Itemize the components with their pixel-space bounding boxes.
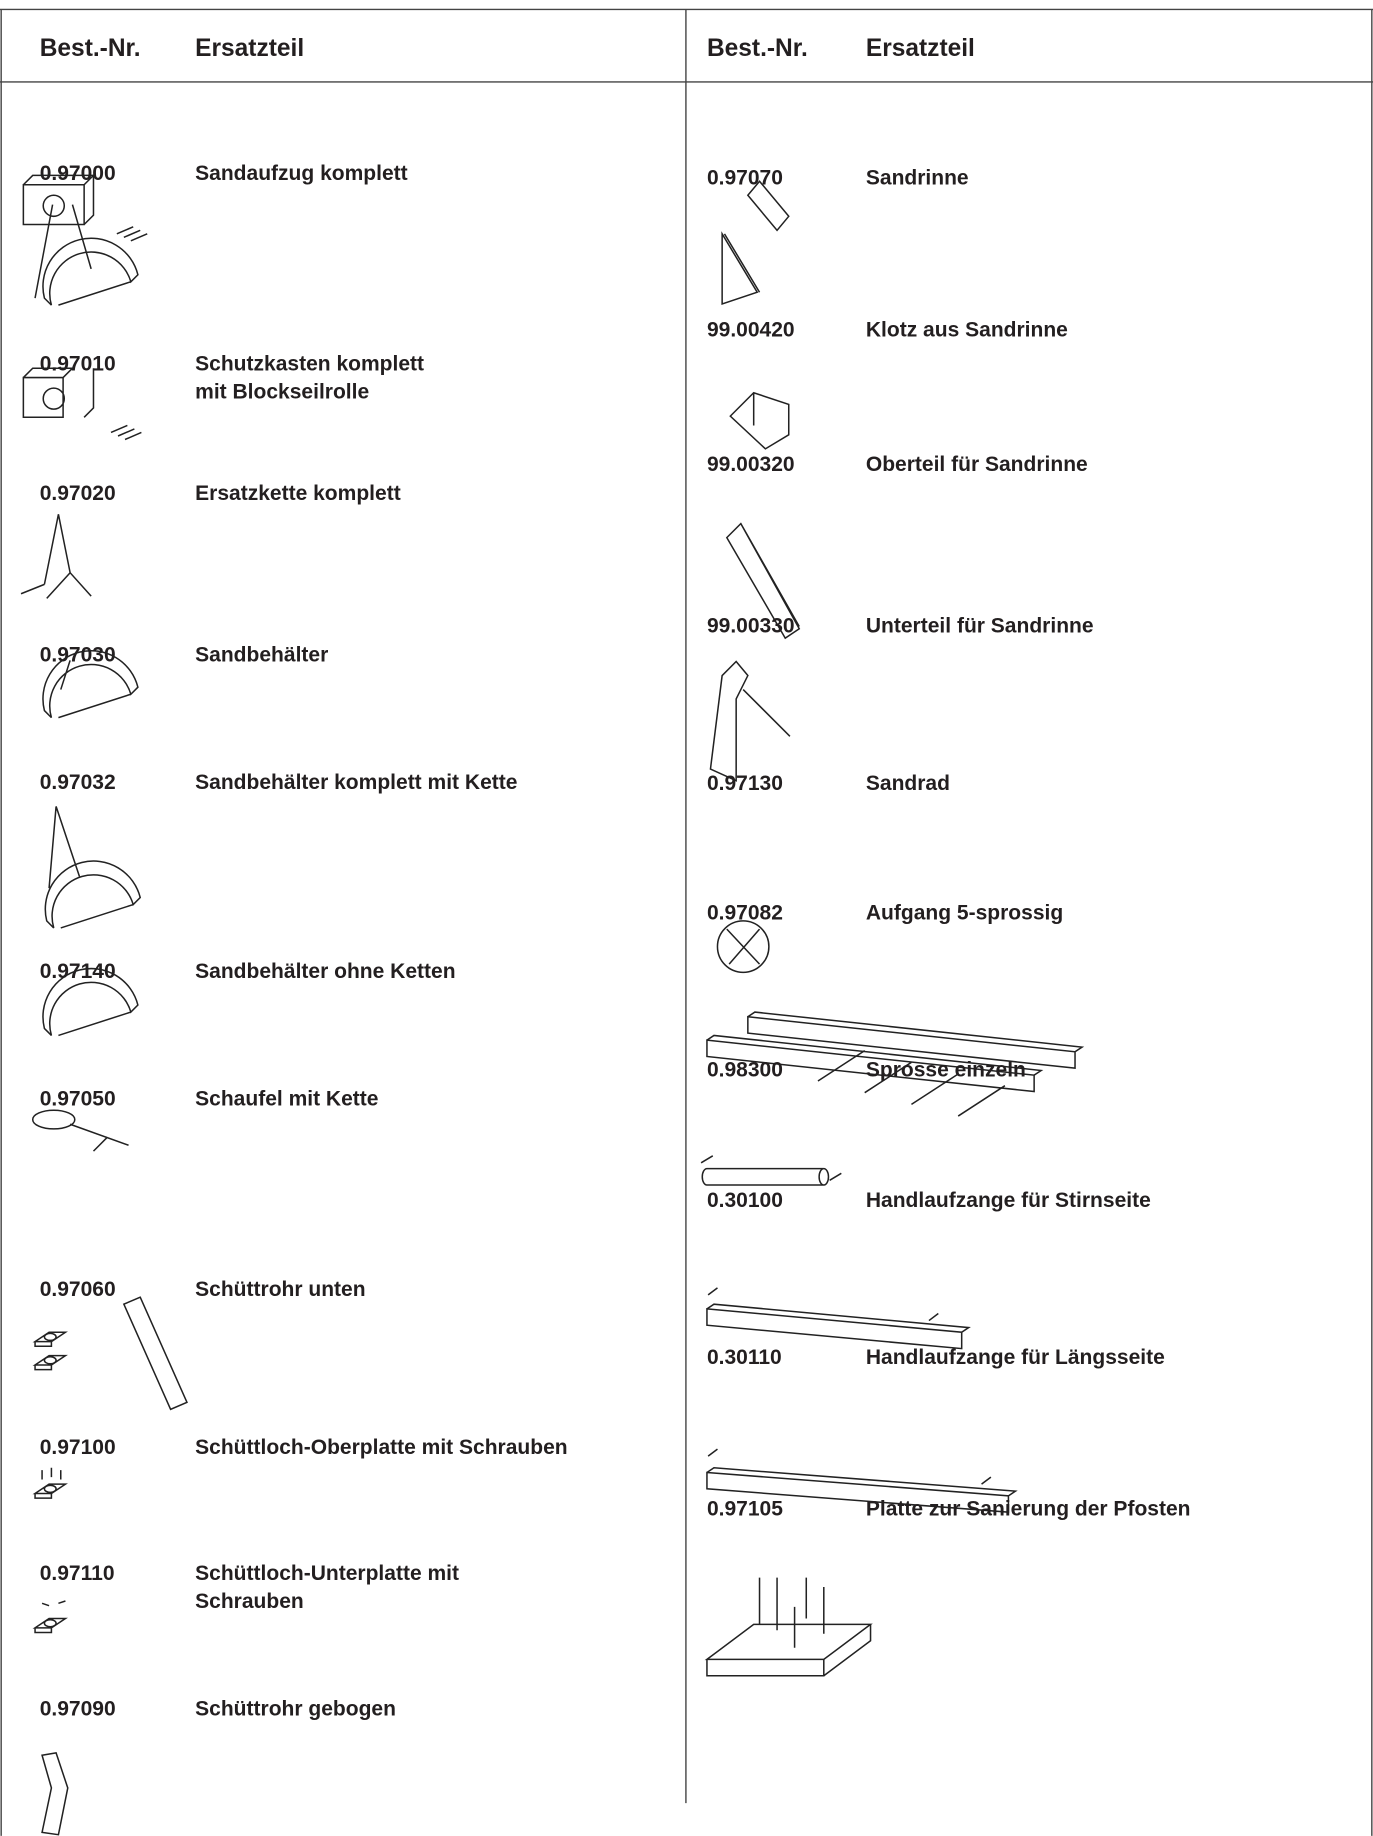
- part-drawing: [122, 1296, 188, 1411]
- part-drawing: [41, 1752, 69, 1836]
- part-number: 0.97140: [40, 960, 116, 983]
- part-drawing: [709, 660, 791, 782]
- part-drawing: [716, 920, 770, 974]
- part-drawing: [31, 1109, 129, 1152]
- part-number: 0.97082: [707, 902, 783, 925]
- part-drawing: [706, 1467, 1018, 1514]
- part-number: 0.97070: [707, 167, 783, 190]
- part-drawing: [42, 967, 139, 1037]
- part-name: Unterteil für Sandrinne: [866, 614, 1094, 637]
- part-name: Sandbehälter komplett mit Kette: [195, 771, 517, 794]
- part-drawing: [41, 1600, 66, 1607]
- part-drawing: [71, 204, 92, 270]
- part-number: 0.97130: [707, 772, 783, 795]
- part-number: 0.30100: [707, 1189, 783, 1212]
- part-name: Schaufel mit Kette: [195, 1088, 378, 1111]
- part-name: Schüttloch-Unterplatte mit: [195, 1562, 459, 1585]
- part-drawing: [42, 237, 139, 306]
- part-number: 0.97000: [40, 162, 116, 185]
- part-number: 0.98300: [707, 1058, 783, 1081]
- part-number: 0.97032: [40, 771, 116, 794]
- part-number: 99.00420: [707, 319, 795, 342]
- part-drawing: [725, 522, 801, 640]
- part-drawing: [707, 1448, 992, 1485]
- part-number: 0.97110: [40, 1562, 115, 1585]
- part-name: Schrauben: [195, 1590, 304, 1613]
- part-number: 0.97100: [40, 1436, 116, 1459]
- part-drawing: [729, 391, 790, 450]
- part-name: Platte zur Sanierung der Pfosten: [866, 1498, 1191, 1521]
- part-name: Ersatzkette komplett: [195, 482, 401, 505]
- part-name: Schüttloch-Oberplatte mit Schrauben: [195, 1436, 567, 1459]
- part-number: 0.97010: [40, 353, 116, 376]
- part-name: Sandbehälter ohne Ketten: [195, 960, 455, 983]
- part-name: Sandrinne: [866, 167, 969, 190]
- part-drawing: [747, 1011, 1085, 1069]
- part-name: Sandbehälter: [195, 644, 328, 667]
- part-drawing: [32, 1331, 68, 1348]
- part-name: mit Blockseilrolle: [195, 381, 369, 404]
- part-drawing: [32, 1617, 68, 1634]
- part-number: 0.97090: [40, 1698, 116, 1721]
- part-drawing: [706, 1034, 1044, 1093]
- part-drawing: [721, 180, 790, 306]
- part-number: 0.97060: [40, 1278, 116, 1301]
- part-name: Sprosse einzeln: [866, 1058, 1026, 1081]
- part-drawing: [20, 514, 92, 599]
- part-drawing: [817, 1049, 1006, 1117]
- part-number: 99.00330: [707, 614, 795, 637]
- part-drawing: [48, 806, 81, 889]
- part-name: Handlaufzange für Längsseite: [866, 1346, 1165, 1369]
- part-name: Schüttrohr unten: [195, 1278, 365, 1301]
- part-drawing: [42, 650, 139, 719]
- part-name: Handlaufzange für Stirnseite: [866, 1189, 1151, 1212]
- part-number: 99.00320: [707, 453, 795, 476]
- header-part: Ersatzteil: [866, 35, 975, 62]
- part-drawing: [110, 424, 142, 441]
- part-drawing: [704, 1577, 873, 1677]
- part-name: Sandaufzug komplett: [195, 162, 407, 185]
- part-drawing: [707, 1287, 939, 1322]
- part-drawing: [32, 1354, 68, 1371]
- part-drawing: [22, 174, 96, 226]
- part-number: 0.30110: [707, 1346, 782, 1369]
- part-number: 0.97020: [40, 482, 116, 505]
- part-name: Aufgang 5-sprossig: [866, 902, 1063, 925]
- part-name: Sandrad: [866, 772, 950, 795]
- part-number: 0.97030: [40, 644, 116, 667]
- part-drawing: [700, 1155, 842, 1181]
- part-name: Schüttrohr gebogen: [195, 1698, 396, 1721]
- frame: [0, 8, 1373, 1836]
- part-drawing: [41, 1467, 62, 1480]
- part-drawing: [44, 860, 142, 929]
- part-drawing: [116, 226, 148, 242]
- header-number: Best.-Nr.: [40, 35, 141, 62]
- part-name: Oberteil für Sandrinne: [866, 453, 1088, 476]
- part-number: 0.97050: [40, 1088, 116, 1111]
- header-number: Best.-Nr.: [707, 35, 808, 62]
- part-drawing: [32, 1483, 68, 1499]
- part-drawing: [22, 367, 95, 419]
- part-drawing: [706, 1303, 971, 1350]
- part-drawing: [34, 204, 54, 299]
- header-part: Ersatzteil: [195, 35, 304, 62]
- part-name: Schutzkasten komplett: [195, 353, 424, 376]
- part-name: Klotz aus Sandrinne: [866, 319, 1068, 342]
- part-number: 0.97105: [707, 1498, 783, 1521]
- part-drawing: [701, 1167, 830, 1186]
